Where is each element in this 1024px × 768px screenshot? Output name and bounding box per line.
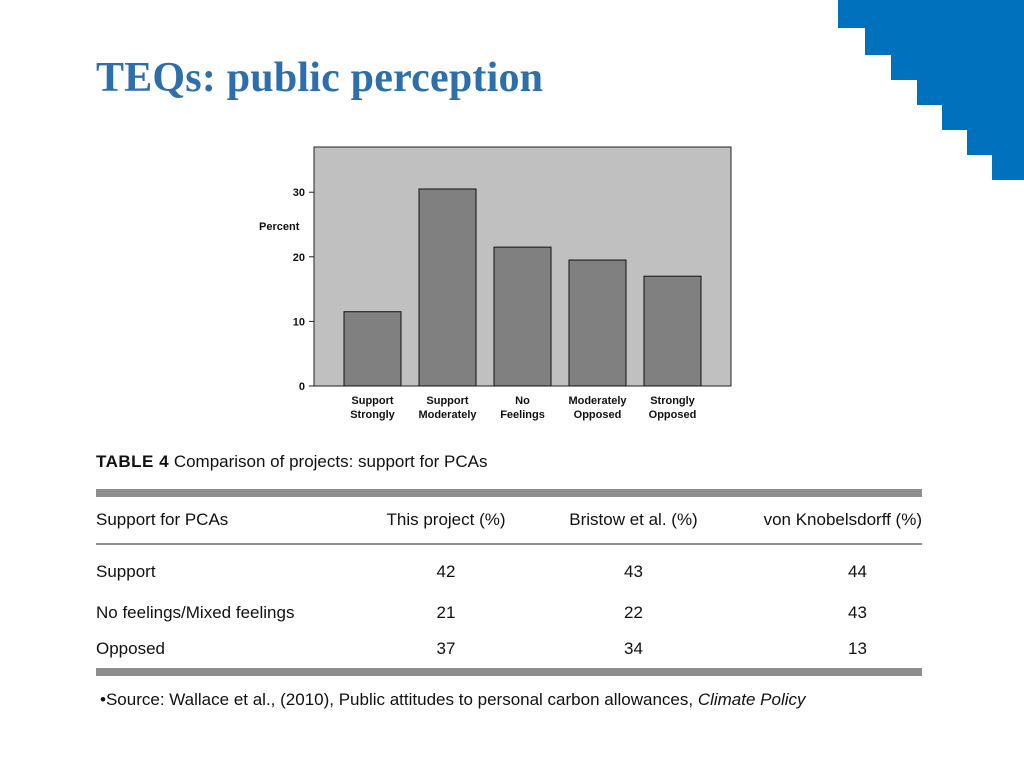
cell-bristow: 43: [624, 562, 643, 581]
table-caption: TABLE 4 Comparison of projects: support …: [96, 452, 488, 472]
y-tick-label: 10: [293, 316, 305, 328]
x-axis-labels: Support Strongly Support Moderately No Feelin…: [350, 395, 696, 421]
cell-bristow: 34: [624, 639, 643, 658]
table-label: TABLE 4: [96, 452, 170, 471]
y-axis-ticks: 0 10 20 30: [293, 187, 314, 393]
x-tick-label: Moderately: [418, 409, 477, 421]
x-tick-label: Support: [426, 395, 468, 407]
x-tick-label: Opposed: [574, 409, 622, 421]
cell-von-knobelsdorff: 13: [848, 639, 867, 658]
header-bristow: Bristow et al. (%): [546, 493, 721, 545]
source-journal: Climate Policy: [697, 690, 806, 709]
x-tick-label: No: [515, 395, 530, 407]
bar: [493, 246, 552, 387]
row-label: Support: [96, 562, 156, 581]
cell-von-knobelsdorff: 44: [848, 562, 867, 581]
x-tick-label: Strongly: [350, 409, 395, 421]
table-row: Support 42 43 44: [96, 544, 922, 595]
source-text: •Source: Wallace et al., (2010), Public …: [100, 690, 698, 709]
y-tick-label: 30: [293, 187, 305, 199]
row-label: No feelings/Mixed feelings: [96, 602, 295, 622]
table-caption-text: Comparison of projects: support for PCAs: [173, 452, 488, 471]
table-row: No feelings/Mixed feelings 21 22 43: [96, 595, 922, 630]
x-tick-label: Moderately: [568, 395, 627, 407]
bar: [643, 275, 702, 387]
header-support: Support for PCAs: [96, 493, 346, 545]
corner-step-decoration: [838, 0, 1024, 180]
y-tick-label: 20: [293, 252, 305, 264]
bar: [568, 259, 627, 387]
row-label: Opposed: [96, 639, 165, 658]
bar: [343, 311, 402, 387]
cell-bristow: 22: [624, 602, 643, 622]
table-header-row: Support for PCAs This project (%) Bristo…: [96, 493, 922, 545]
x-tick-label: Support: [351, 395, 393, 407]
y-axis-label: Percent: [259, 221, 300, 233]
bar: [418, 188, 477, 387]
slide-title: TEQs: public perception: [96, 55, 544, 101]
y-tick-label: 0: [299, 381, 305, 393]
table-row: Opposed 37 34 13: [96, 630, 922, 672]
header-this-project: This project (%): [346, 493, 546, 545]
bar-chart: Percent 0 10 20 30 Support Strongly Support Mo…: [259, 146, 732, 421]
source-citation: •Source: Wallace et al., (2010), Public …: [100, 690, 806, 710]
cell-this-project: 42: [436, 562, 456, 581]
bars: [343, 188, 702, 387]
x-tick-label: Strongly: [650, 395, 695, 407]
cell-this-project: 21: [436, 602, 456, 622]
x-tick-label: Opposed: [649, 409, 697, 421]
x-tick-label: Feelings: [500, 409, 545, 421]
comparison-table: Support for PCAs This project (%) Bristo…: [96, 489, 922, 676]
header-von-knobelsdorff: von Knobelsdorff (%): [721, 493, 922, 545]
cell-this-project: 37: [436, 639, 456, 658]
cell-von-knobelsdorff: 43: [848, 602, 867, 622]
